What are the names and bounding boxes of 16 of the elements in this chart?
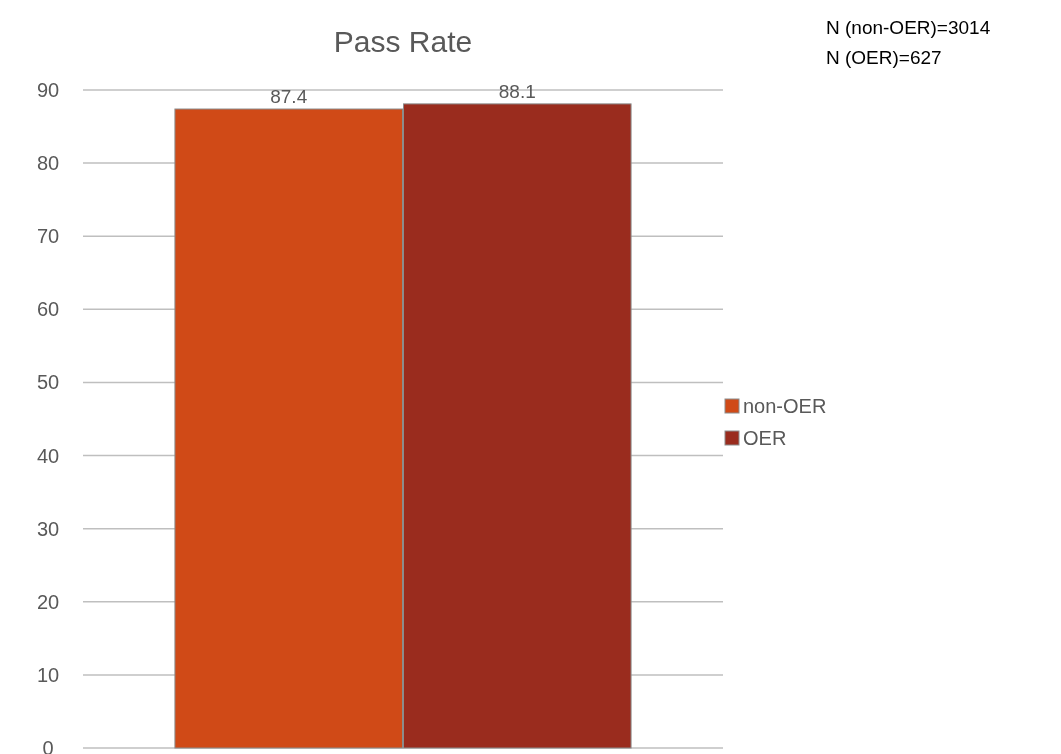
text: N (non-OER)=3014 [826,17,991,38]
legend-label: OER [743,427,787,449]
y-tick-label: 10 [36,663,60,686]
data-label: 88.1 [498,80,536,102]
y-tick-label: 70 [36,225,60,248]
y-tick-label: 20 [36,590,60,613]
legend-label: non-OER [743,395,827,417]
y-tick-label: 90 [36,79,60,101]
data-label: 87.4 [270,86,308,108]
y-tick-label: 50 [36,371,60,394]
chart-title: Pass Rate [333,25,473,58]
y-tick-label: 30 [36,517,60,540]
y-tick-label: 80 [36,152,60,175]
y-tick-label: 60 [36,298,60,321]
y-tick-label: 40 [36,444,60,467]
text: N (OER)=627 [826,47,942,68]
